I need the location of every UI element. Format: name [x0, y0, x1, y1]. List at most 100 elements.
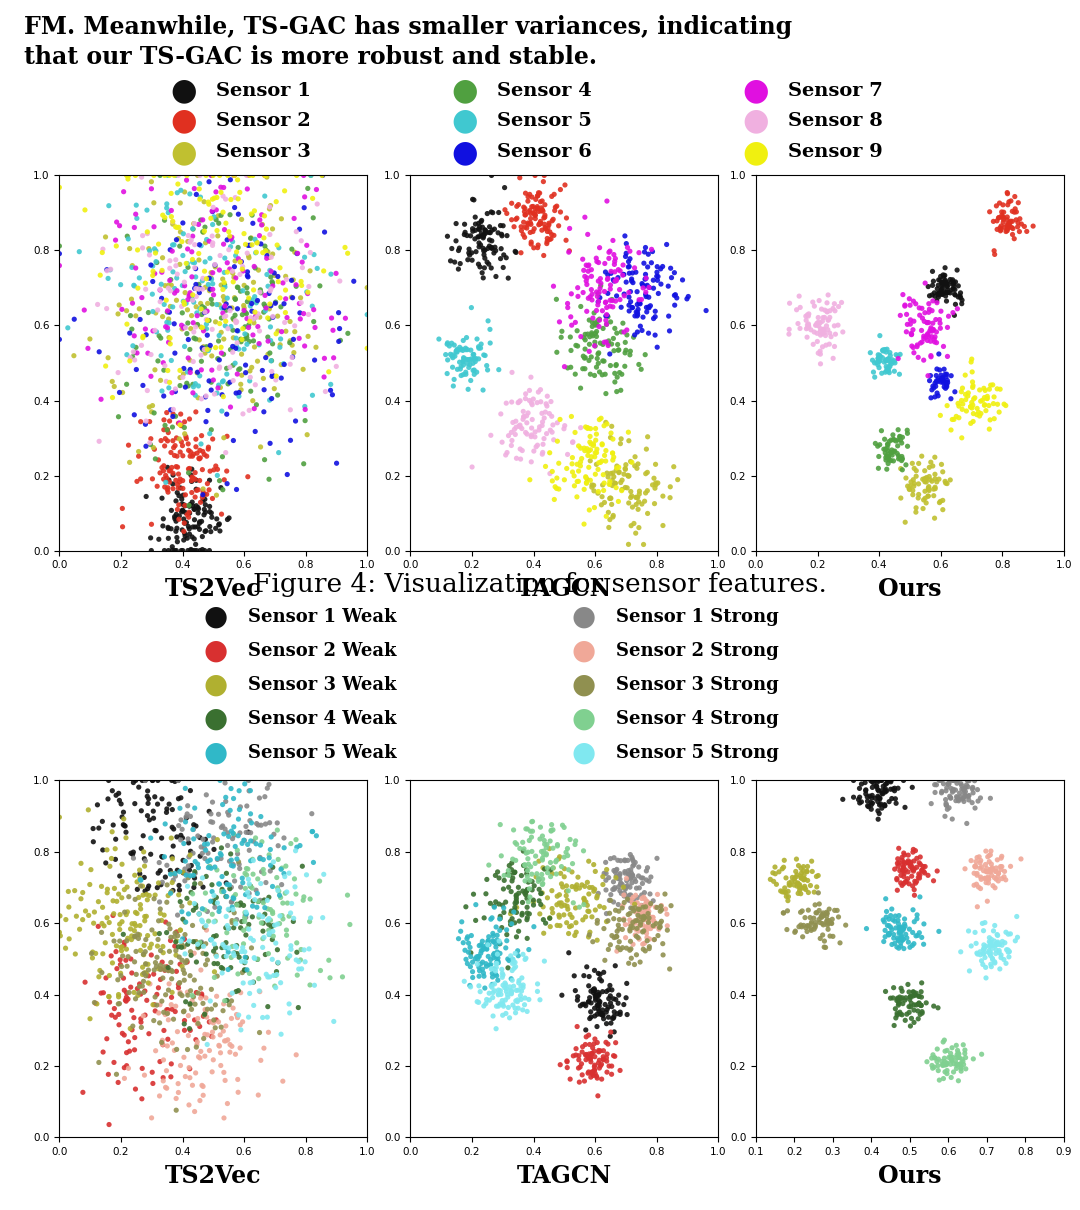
Text: Sensor 4: Sensor 4: [497, 82, 592, 99]
Point: [267, 294, 284, 313]
Point: [161, 941, 178, 961]
Point: [443, 238, 460, 258]
Point: [563, 284, 580, 304]
Point: [997, 953, 1014, 973]
Point: [164, 849, 181, 869]
Point: [437, 345, 455, 364]
Point: [942, 1044, 959, 1064]
Point: [588, 327, 605, 346]
Point: [467, 207, 484, 226]
Point: [167, 1089, 185, 1108]
Point: [630, 898, 647, 917]
Point: [945, 771, 962, 790]
Point: [945, 779, 962, 799]
Point: [904, 454, 921, 473]
Point: [609, 895, 626, 915]
Point: [156, 166, 173, 185]
Point: [118, 1043, 135, 1062]
Point: [111, 790, 129, 809]
Point: [199, 901, 216, 921]
Point: [185, 932, 202, 951]
Point: [908, 858, 926, 877]
Point: [633, 359, 650, 379]
Point: [988, 924, 1005, 944]
Point: [83, 944, 100, 963]
Point: [225, 309, 242, 328]
Point: [133, 801, 150, 820]
Point: [875, 340, 892, 359]
Point: [131, 976, 148, 996]
Point: [232, 983, 249, 1002]
Point: [203, 1062, 220, 1082]
Point: [248, 232, 266, 252]
Point: [228, 981, 245, 1001]
Point: [149, 477, 166, 496]
Point: [458, 226, 475, 246]
Point: [159, 302, 176, 322]
Point: [211, 874, 228, 893]
Point: [553, 322, 570, 341]
Point: [117, 991, 134, 1010]
Point: [230, 1083, 247, 1102]
Point: [176, 183, 193, 202]
Point: [777, 878, 794, 898]
Point: [584, 1062, 602, 1082]
Point: [891, 1003, 908, 1022]
Point: [206, 911, 224, 930]
Point: [451, 254, 469, 273]
Point: [491, 921, 509, 940]
Point: [120, 947, 137, 967]
Point: [296, 188, 313, 207]
Point: [204, 166, 221, 185]
Point: [929, 293, 946, 312]
Point: [549, 468, 566, 488]
Point: [140, 397, 158, 416]
Point: [657, 899, 674, 918]
Point: [287, 277, 305, 296]
Point: [592, 964, 609, 984]
Point: [638, 917, 656, 937]
Point: [113, 300, 131, 319]
Point: [618, 871, 635, 891]
Point: [84, 943, 102, 962]
Point: [159, 301, 176, 321]
Point: [464, 952, 482, 972]
Point: [905, 880, 922, 899]
Point: [580, 442, 597, 461]
Point: [528, 864, 545, 883]
Point: [567, 364, 584, 384]
Point: [903, 324, 920, 344]
Point: [184, 483, 201, 502]
Point: [947, 771, 964, 790]
Point: [265, 927, 282, 946]
Point: [221, 226, 239, 246]
Point: [174, 929, 191, 949]
Point: [509, 990, 526, 1009]
Point: [997, 922, 1014, 941]
Point: [476, 248, 494, 267]
Point: [230, 339, 247, 358]
Point: [190, 500, 207, 519]
Point: [495, 966, 512, 985]
Point: [639, 905, 657, 924]
Point: [620, 283, 637, 302]
Point: [256, 166, 273, 185]
Point: [589, 287, 606, 306]
Point: [288, 933, 306, 952]
Point: [631, 916, 648, 935]
Point: [222, 893, 240, 912]
Point: [259, 899, 276, 918]
Point: [910, 864, 928, 883]
Point: [136, 981, 153, 1001]
Point: [796, 865, 813, 885]
Point: [264, 365, 281, 385]
Point: [234, 1012, 252, 1031]
Point: [651, 914, 669, 933]
Point: [530, 852, 548, 871]
Point: [511, 168, 528, 188]
Point: [900, 851, 917, 870]
Point: [502, 901, 519, 921]
Point: [278, 926, 295, 945]
Point: [213, 818, 230, 837]
Point: [529, 186, 546, 206]
